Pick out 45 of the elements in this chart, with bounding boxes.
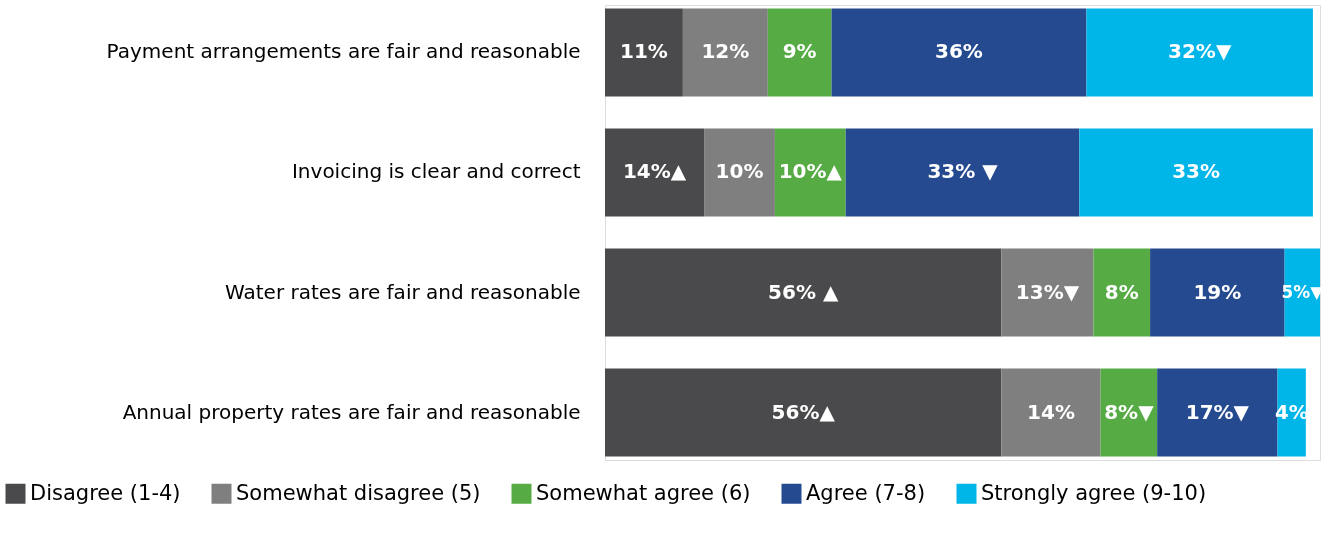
- bar: [605, 248, 1002, 337]
- data-label: 4%: [1275, 400, 1309, 424]
- data-label: 56% ▲: [768, 279, 839, 304]
- bar: [605, 128, 705, 217]
- bar: [704, 128, 775, 217]
- data-label: 12%: [701, 39, 750, 64]
- data-label: 8%: [1104, 279, 1139, 304]
- data-label: 33%: [1172, 159, 1221, 184]
- data-label: 17%▼: [1185, 399, 1250, 424]
- bar: [605, 8, 683, 97]
- data-label: 19%: [1193, 279, 1242, 304]
- data-label: 10%: [715, 159, 764, 184]
- data-label: 14%: [1027, 399, 1075, 424]
- bar: [1086, 8, 1313, 97]
- data-label: 14%▲: [622, 159, 687, 184]
- data-label: 32%▼: [1168, 39, 1232, 64]
- legend-label: Somewhat disagree (5): [236, 480, 481, 505]
- bar: [1100, 368, 1158, 457]
- data-label: 10%▲: [778, 159, 843, 184]
- data-label: 13%▼: [1015, 279, 1080, 304]
- bar: [831, 8, 1087, 97]
- data-label: 8%▼: [1104, 399, 1155, 424]
- bar: [774, 128, 846, 217]
- bar: [605, 368, 1002, 457]
- legend-label: Strongly agree (9-10): [981, 480, 1207, 505]
- data-label: 56%▲: [771, 399, 836, 424]
- bar: [1001, 248, 1094, 337]
- y-tick-label: Payment arrangements are fair and reasonable: [106, 39, 581, 64]
- bar: [767, 8, 832, 97]
- legend-label: Somewhat agree (6): [536, 480, 751, 505]
- data-label: 11%: [620, 39, 668, 64]
- bar: [1093, 248, 1151, 337]
- legend-label: Agree (7-8): [806, 480, 926, 505]
- y-tick-label: Invoicing is clear and correct: [291, 159, 581, 184]
- bar: [845, 128, 1080, 217]
- legend-label: Disagree (1-4): [30, 480, 181, 505]
- bar: [1079, 128, 1313, 217]
- bar: [682, 8, 768, 97]
- data-label: 33% ▼: [927, 159, 999, 184]
- data-label: 36%: [935, 39, 983, 64]
- bar: [1157, 368, 1278, 457]
- bar: [1001, 368, 1101, 457]
- y-tick-label: Water rates are fair and reasonable: [225, 279, 581, 304]
- y-tick-label: Annual property rates are fair and reasonable: [122, 399, 581, 424]
- data-label: 9%: [782, 39, 817, 64]
